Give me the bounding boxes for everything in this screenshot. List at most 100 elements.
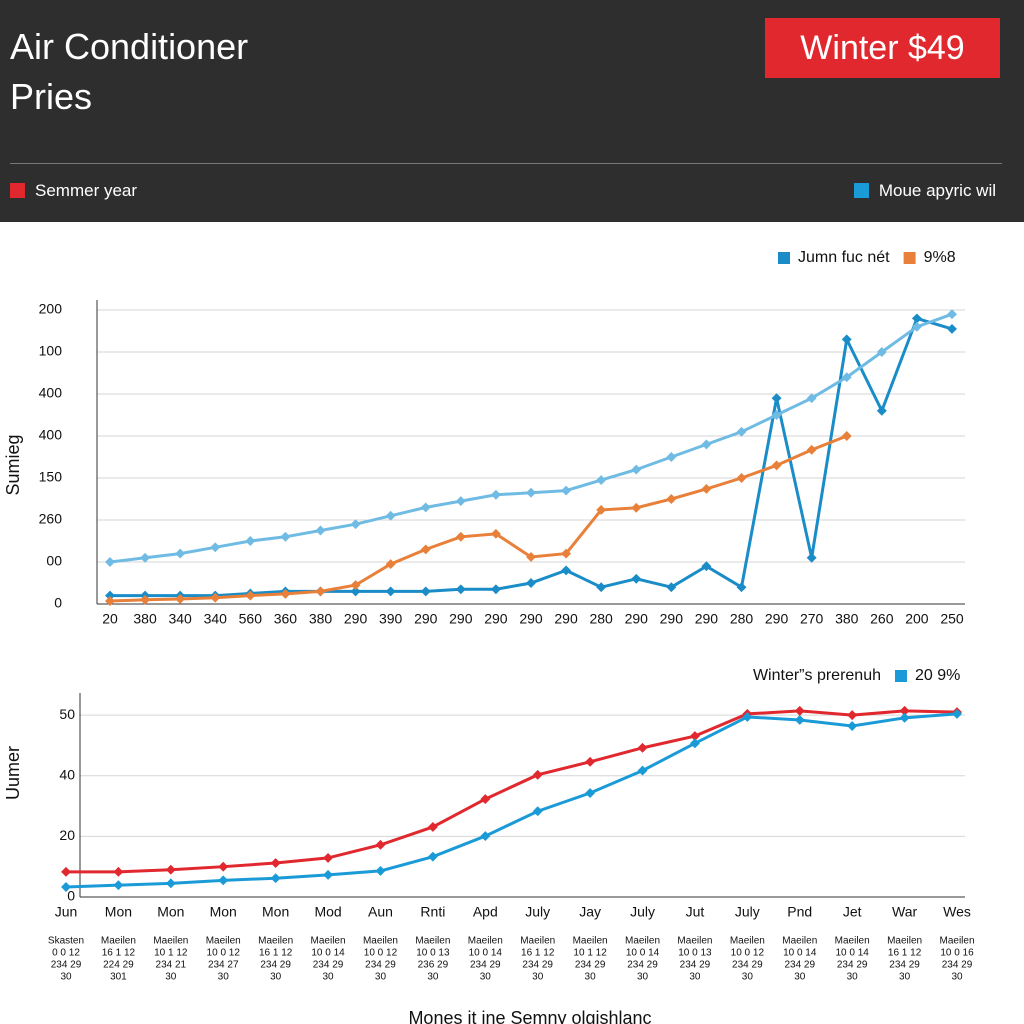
x-sublabel: Maeilen [101,936,136,947]
point [315,586,326,597]
y-tick-label: 260 [39,511,63,527]
y-tick-label: 400 [39,427,63,443]
x-sublabel: 10 0 14 [311,948,345,959]
point [561,548,572,559]
x-sublabel: 234 29 [51,960,82,971]
point [165,878,176,889]
point [666,494,677,504]
x-axis-title: Mones it ine Semny olgishlanc [408,1008,651,1024]
point [375,839,386,850]
x-sublabel: Maeilen [573,936,608,947]
x-tick-label: 280 [730,611,754,627]
x-tick-label: 290 [554,611,578,627]
point [270,858,281,868]
legend-swatch [778,252,790,264]
x-tick-label: 270 [800,611,824,627]
point [847,710,858,721]
y-tick-label: 20 [59,827,75,843]
point [899,705,910,716]
x-sublabel: Maeilen [363,936,398,947]
x-sublabel: 30 [951,972,963,983]
point [631,502,642,513]
y-axis-title: Sumieg [3,434,23,495]
point [596,504,607,515]
x-sublabel: 10 0 12 [207,948,241,959]
point [61,882,71,892]
point [245,536,256,546]
legend-item: Moue apyric wil [853,181,996,201]
x-sublabel: 30 [480,972,492,983]
x-sublabel: Maeilen [939,936,974,947]
x-sublabel: 16 1 12 [259,948,293,959]
point [210,542,221,553]
x-sublabel: 30 [375,972,387,983]
x-tick-label: 290 [660,611,684,627]
x-sublabel: Maeilen [153,936,188,947]
point [315,525,326,536]
point [666,452,677,462]
x-sublabel: 10 0 14 [783,948,817,959]
x-tick-label: 20 [102,611,118,627]
point [794,715,805,725]
point [375,865,386,876]
point [689,731,700,741]
point [631,464,642,475]
point [165,864,176,875]
x-sublabel: 234 27 [208,960,239,971]
point [794,705,805,716]
point [280,531,291,542]
y-tick-label: 0 [54,595,62,611]
point [218,875,229,886]
x-sublabel: 234 29 [575,960,606,971]
header: Air Conditioner Pries Winter $49 Semmer … [0,0,1024,222]
point [771,460,782,471]
point [526,552,536,562]
point [532,769,543,780]
point [105,596,115,607]
point [532,806,543,817]
point [427,851,438,862]
legend-label: Moue apyric wil [878,181,996,200]
legend-title: Winter”s prerenuh [753,667,881,684]
point [218,861,229,872]
point [736,426,747,437]
x-tick-label: Pnd [787,904,812,920]
x-sublabel: 30 [742,972,754,983]
x-sublabel: 30 [165,972,177,983]
x-sublabel: 234 29 [365,960,396,971]
x-tick-label: Mon [210,904,237,920]
point [596,475,607,486]
point [701,439,712,450]
x-tick-label: Jun [55,904,78,920]
point [490,489,501,500]
x-sublabel: Maeilen [415,936,450,947]
point [876,347,887,357]
point [455,584,466,595]
x-sublabel: 234 29 [522,960,553,971]
x-tick-label: 380 [133,611,157,627]
y-axis-title: Uumer [3,746,23,800]
point [736,473,747,483]
x-tick-label: 200 [905,611,929,627]
x-tick-label: 390 [379,611,403,627]
y-tick-label: 0 [67,888,75,904]
point [666,582,677,593]
x-sublabel: 30 [427,972,439,983]
point [947,309,957,320]
badge: Winter $49 [765,18,1000,78]
x-sublabel: 16 1 12 [521,948,555,959]
point [140,552,151,563]
x-tick-label: Jay [579,904,601,920]
x-sublabel: 10 0 13 [416,948,450,959]
point [480,831,491,842]
x-tick-label: 290 [765,611,789,627]
point [911,313,922,324]
x-tick-label: 260 [870,611,894,627]
x-tick-label: 380 [309,611,333,627]
point [806,444,817,455]
point [806,393,817,404]
x-tick-label: Rnti [420,904,445,920]
point [596,582,607,593]
x-sublabel: Maeilen [311,936,346,947]
